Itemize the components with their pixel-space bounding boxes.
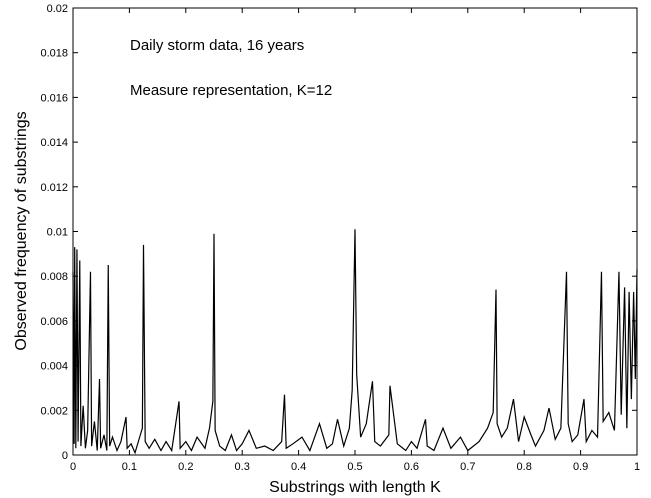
x-tick-label: 0.4 (291, 461, 306, 473)
x-tick-label: 0.5 (347, 461, 362, 473)
x-tick-label: 1 (634, 461, 640, 473)
y-tick-label: 0.002 (40, 405, 68, 417)
x-tick-label: 0.7 (460, 461, 475, 473)
x-tick-label: 0.3 (235, 461, 250, 473)
y-tick-label: 0 (62, 450, 68, 462)
x-tick-label: 0.9 (573, 461, 588, 473)
y-tick-label: 0.02 (47, 3, 68, 15)
data-line (72, 229, 638, 455)
x-tick-label: 0.8 (517, 461, 532, 473)
x-tick-label: 0.1 (122, 461, 137, 473)
y-tick-label: 0.006 (40, 316, 68, 328)
annotation: Daily storm data, 16 years (130, 37, 304, 54)
y-tick-label: 0.014 (40, 137, 68, 149)
x-tick-label: 0 (70, 461, 76, 473)
y-tick-label: 0.018 (40, 48, 68, 60)
x-tick-label: 0.6 (404, 461, 419, 473)
x-tick-label: 0.2 (178, 461, 193, 473)
y-tick-label: 0.016 (40, 92, 68, 104)
y-axis-label: Observed frequency of substrings (13, 111, 30, 350)
y-tick-label: 0.01 (47, 227, 68, 239)
x-axis-label: Substrings with length K (269, 479, 441, 496)
y-tick-label: 0.008 (40, 271, 68, 283)
y-tick-label: 0.012 (40, 182, 68, 194)
y-tick-label: 0.004 (40, 361, 68, 373)
annotation: Measure representation, K=12 (130, 82, 332, 99)
